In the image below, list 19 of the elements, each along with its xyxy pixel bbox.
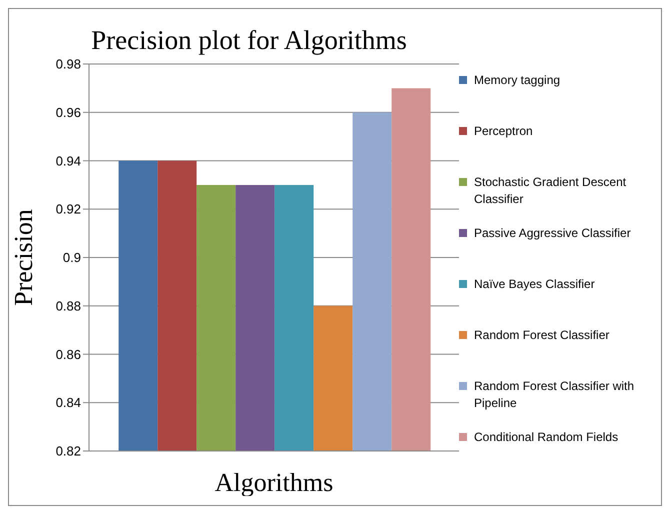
y-tick-label: 0.94 [56,153,81,168]
legend-label: Random Forest Classifier [474,327,610,344]
legend-label: Conditional Random Fields [474,429,618,446]
legend-label: Naïve Bayes Classifier [474,276,595,293]
legend-label: Random Forest Classifier with Pipeline [474,378,636,412]
legend-label: Memory tagging [474,72,560,89]
legend-label: Perceptron [474,123,533,140]
y-tick-label: 0.98 [56,56,81,72]
y-axis-title: Precision [9,209,38,306]
y-tick-label: 0.86 [56,346,81,362]
y-tick-label: 0.96 [56,104,81,120]
y-tick-label: 0.88 [56,298,81,314]
y-tick-label: 0.82 [56,444,81,459]
legend-label: Passive Aggressive Classifier [474,225,631,242]
chart-title: Precision plot for Algorithms [90,25,408,56]
y-tick-label: 0.9 [62,250,81,266]
legend-label: Stochastic Gradient Descent Classifier [474,174,628,208]
y-tick-label: 0.84 [56,395,81,410]
y-tick-label: 0.92 [56,202,81,217]
